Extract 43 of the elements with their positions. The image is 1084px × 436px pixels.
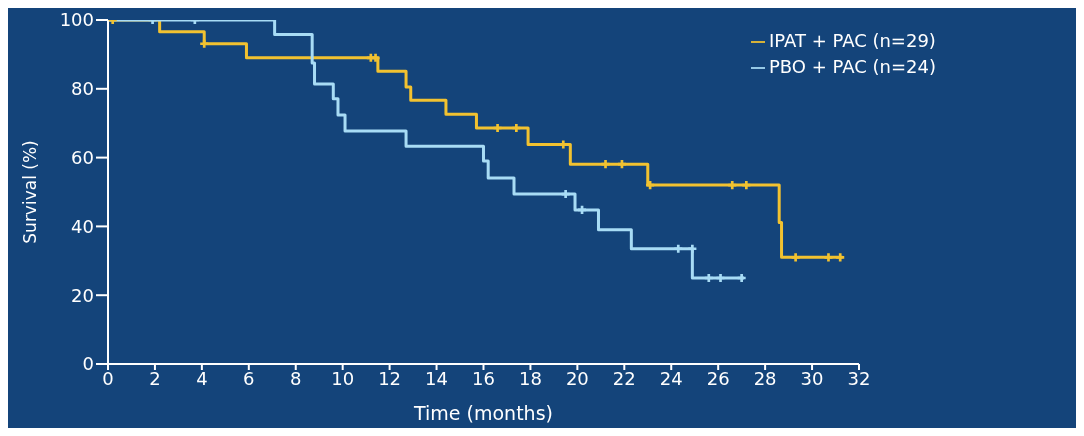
- x-tick-label: 12: [378, 367, 402, 389]
- x-tick-label: 24: [659, 367, 683, 389]
- x-tick-label: 2: [149, 367, 161, 389]
- x-tick-label: 6: [243, 367, 255, 389]
- point: [704, 273, 713, 283]
- point: [561, 190, 570, 199]
- y-tick-label: 0: [82, 353, 94, 375]
- x-tick-label: 32: [847, 367, 871, 389]
- x-tick-label: 18: [518, 367, 542, 389]
- point: [674, 244, 683, 253]
- x-tick-label: 26: [706, 367, 730, 389]
- point: [716, 273, 725, 283]
- x-tick-label: 0: [102, 367, 114, 389]
- legend-label: IPAT + PAC (n=29): [768, 30, 936, 51]
- x-tick-label: 22: [612, 367, 636, 389]
- x-tick-label: 20: [565, 367, 589, 389]
- point: [742, 181, 751, 190]
- point: [493, 123, 502, 133]
- x-tick-label: 4: [196, 367, 208, 389]
- x-tick-label: 10: [331, 367, 355, 389]
- point: [824, 253, 833, 262]
- legend-label: PBO + PAC (n=24): [768, 56, 936, 77]
- point: [371, 53, 380, 62]
- y-tick-label: 80: [71, 78, 94, 100]
- x-axis-title: Time (months): [413, 402, 553, 424]
- point: [836, 253, 845, 262]
- y-tick-label: 100: [59, 9, 94, 31]
- y-tick-label: 60: [71, 146, 94, 168]
- x-tick-label: 28: [753, 367, 777, 389]
- y-axis-title: Survival (%): [20, 140, 41, 244]
- point: [737, 273, 746, 283]
- point: [200, 39, 209, 48]
- point: [688, 244, 697, 253]
- y-tick-label: 20: [71, 284, 94, 306]
- point: [512, 123, 521, 133]
- x-tick-label: 14: [425, 367, 449, 389]
- x-tick-label: 8: [290, 367, 302, 389]
- y-tick-label: 40: [71, 215, 94, 237]
- point: [601, 160, 610, 169]
- x-tick-label: 16: [472, 367, 495, 389]
- point: [728, 181, 737, 190]
- point: [791, 253, 800, 262]
- x-tick-label: 30: [800, 367, 824, 389]
